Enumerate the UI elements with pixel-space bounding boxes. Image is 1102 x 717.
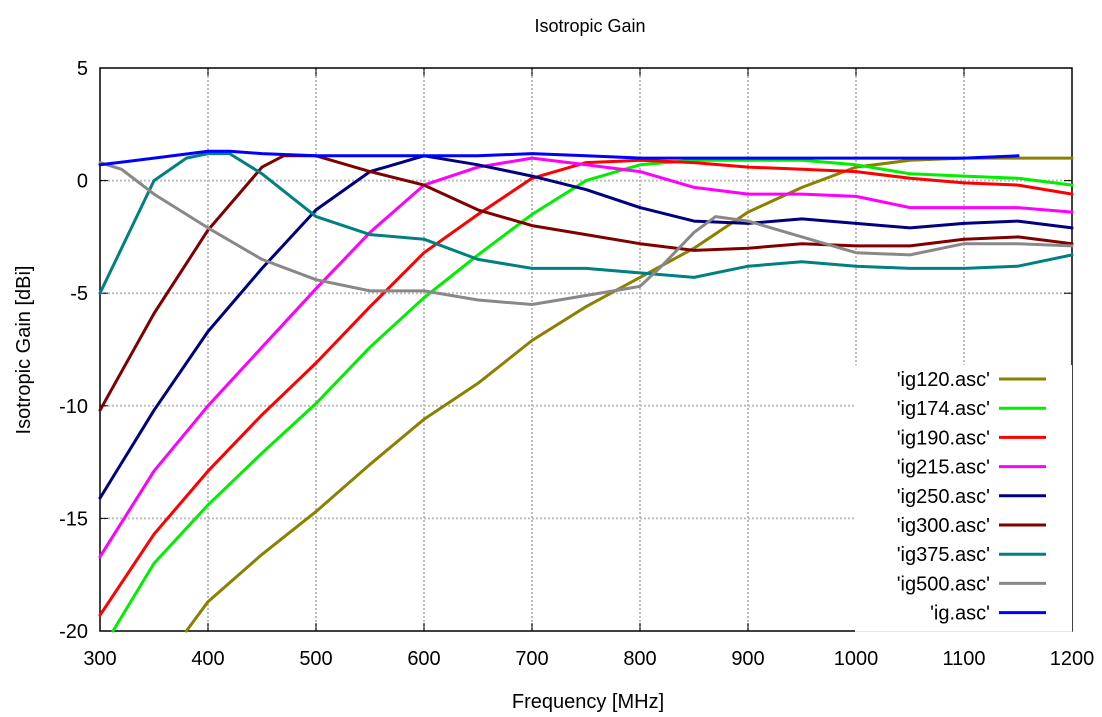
y-tick-label: -20 xyxy=(59,621,88,643)
legend-label: 'ig300.asc' xyxy=(897,515,990,537)
series-line xyxy=(98,158,1074,617)
series-line xyxy=(98,161,1074,306)
x-tick-label: 1100 xyxy=(942,648,985,670)
y-tick-label: -10 xyxy=(59,396,88,418)
x-tick-label: 600 xyxy=(407,648,440,670)
y-axis-label: Isotropic Gain [dBi] xyxy=(13,266,35,435)
x-tick-label: 500 xyxy=(299,648,332,670)
series-layer xyxy=(98,149,1074,633)
x-axis-label: Frequency [MHz] xyxy=(512,691,664,713)
series-line xyxy=(98,154,1074,500)
chart-title: Isotropic Gain xyxy=(534,16,645,36)
legend-label: 'ig215.asc' xyxy=(897,457,990,479)
series-line xyxy=(98,152,1074,295)
legend-label: 'ig190.asc' xyxy=(897,427,990,449)
y-tick-label: -5 xyxy=(70,283,88,305)
grid-lines xyxy=(100,68,1072,631)
x-tick-label: 1200 xyxy=(1050,648,1095,670)
x-tick-label: 300 xyxy=(83,648,116,670)
x-tick-label: 900 xyxy=(731,648,764,670)
plot-frame xyxy=(99,67,1073,632)
axis-ticks: 300 400 500 600 700 800 900 1000 1100 1200 -20 -15 -… xyxy=(59,58,1094,670)
series-line xyxy=(98,156,1074,559)
series-line xyxy=(98,149,1020,167)
x-tick-label: 400 xyxy=(191,648,224,670)
legend-label: 'ig375.asc' xyxy=(897,544,990,566)
series-line xyxy=(111,158,1074,633)
legend-label: 'ig250.asc' xyxy=(897,486,990,508)
legend-label: 'ig500.asc' xyxy=(897,573,990,595)
x-tick-label: 700 xyxy=(515,648,548,670)
y-tick-label: -15 xyxy=(59,508,88,530)
x-tick-label: 1000 xyxy=(834,648,879,670)
legend-label: 'ig.asc' xyxy=(930,603,990,625)
x-tick-label: 800 xyxy=(623,648,656,670)
y-tick-label: 5 xyxy=(77,58,88,80)
legend-label: 'ig174.asc' xyxy=(897,398,990,420)
legend-label: 'ig120.asc' xyxy=(897,369,990,391)
y-tick-label: 0 xyxy=(77,171,88,193)
legend: 'ig120.asc' 'ig174.asc' 'ig190.asc' 'ig215.… xyxy=(855,365,1072,632)
series-line xyxy=(98,154,1074,412)
